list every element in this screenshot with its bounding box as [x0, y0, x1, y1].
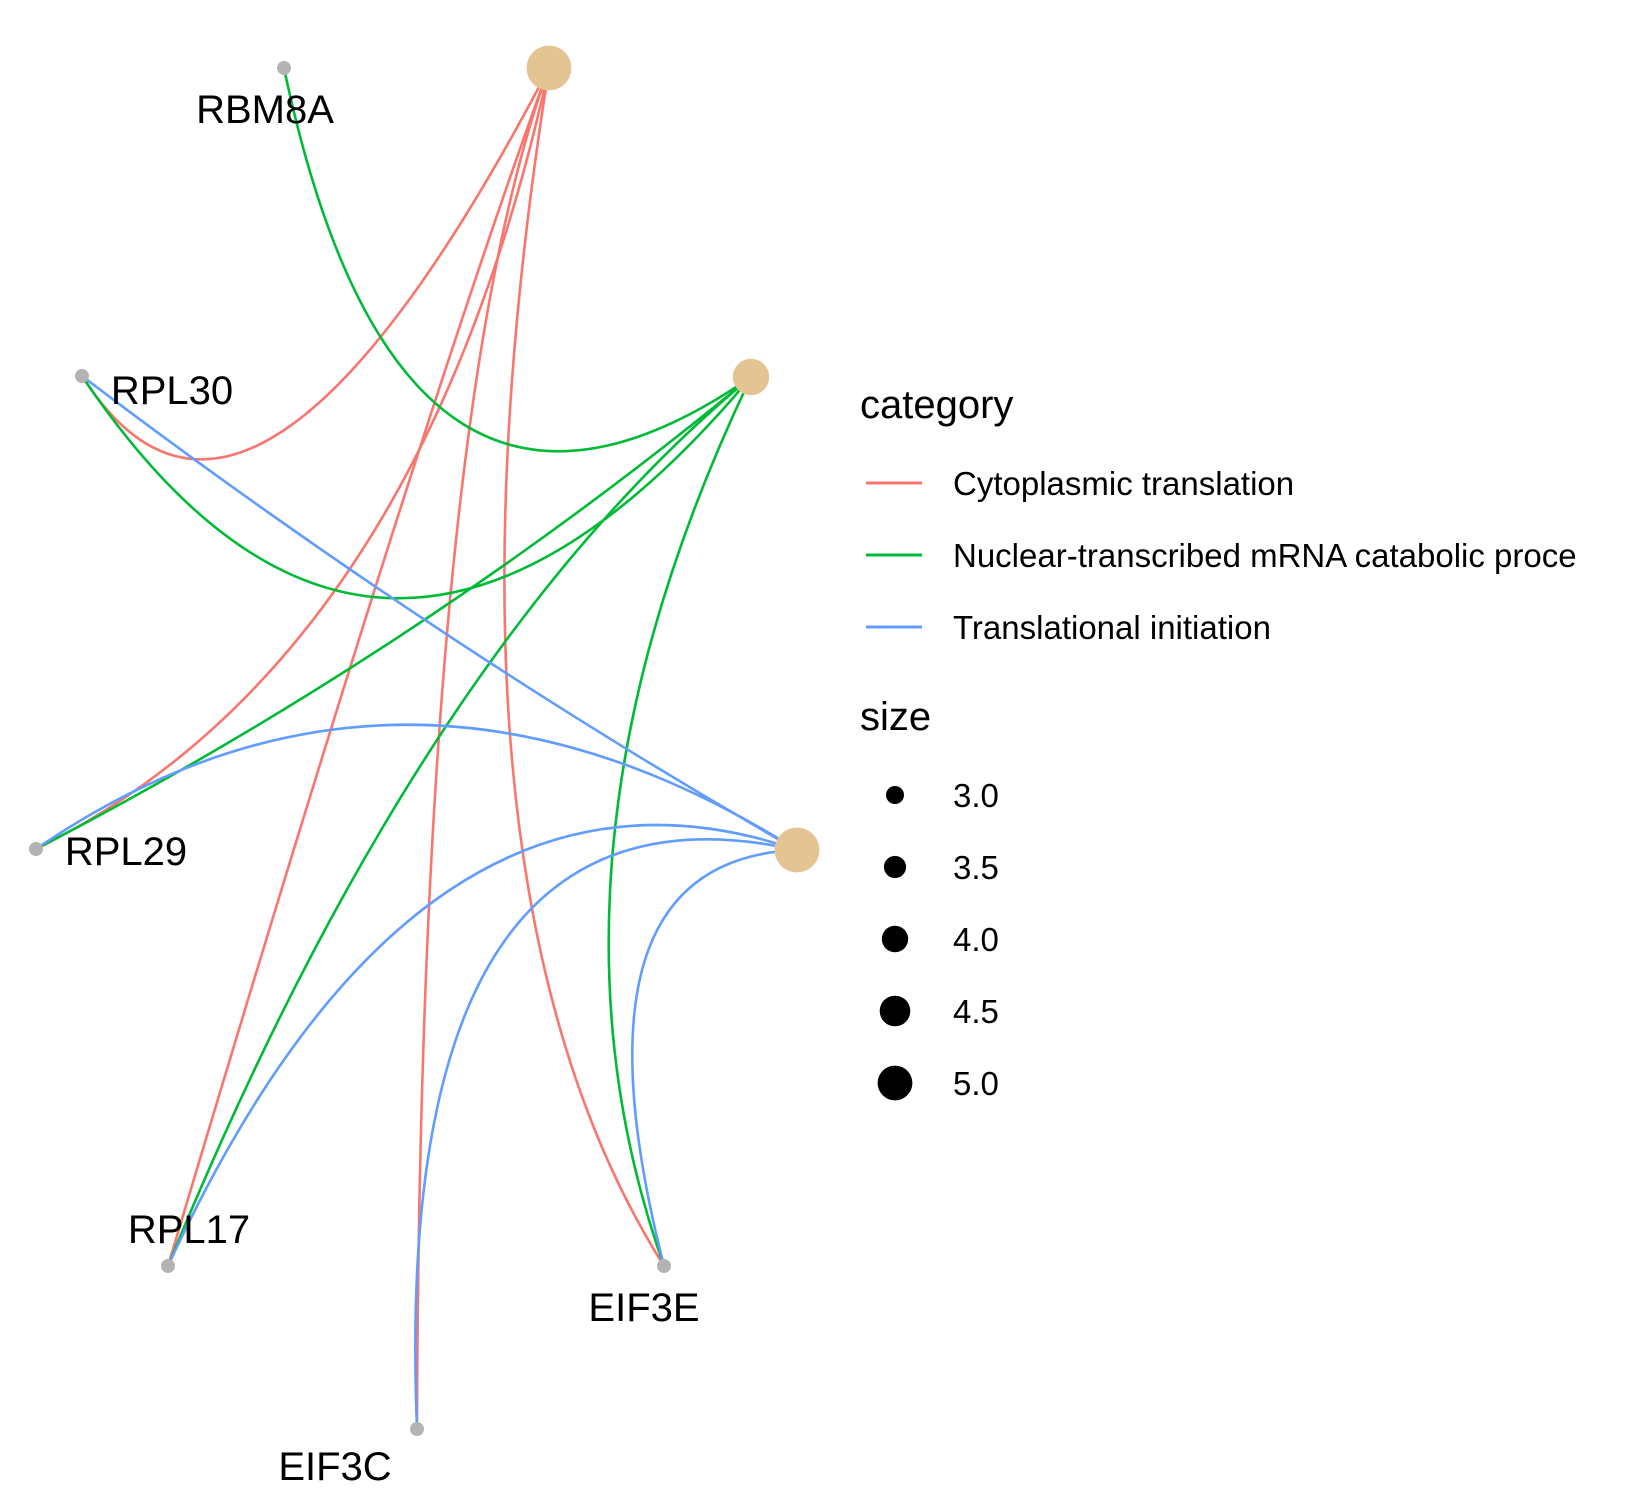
gene-label-rbm8a: RBM8A — [196, 88, 334, 132]
edge-ti-rpl17 — [166, 823, 799, 1268]
edge-ti-eif3c — [414, 838, 799, 1431]
legend: category Cytoplasmic translation Nuclear… — [860, 383, 1577, 1102]
gene-node-rbm8a — [277, 61, 291, 75]
legend-size-label: 4.0 — [953, 921, 999, 958]
legend-size-label: 3.0 — [953, 777, 999, 814]
edge-nuc-rbm8a — [282, 66, 753, 453]
gene-node-eif3e — [657, 1259, 671, 1273]
gene-label-eif3e: EIF3E — [588, 1286, 699, 1330]
legend-category-label: Translational initiation — [953, 609, 1271, 646]
gene-node-eif3c — [410, 1422, 424, 1436]
gene-label-rpl17: RPL17 — [128, 1208, 250, 1252]
gene-label-rpl29: RPL29 — [65, 830, 187, 874]
legend-size-title: size — [860, 695, 931, 739]
legend-size-dot-0 — [886, 786, 904, 804]
edge-ti-eif3e — [631, 848, 799, 1268]
network-nodes — [29, 45, 820, 1436]
legend-size-label: 3.5 — [953, 849, 999, 886]
edge-cyto-rpl17 — [166, 66, 551, 1268]
gene-node-rpl17 — [161, 1259, 175, 1273]
legend-category-label: Cytoplasmic translation — [953, 465, 1294, 502]
edge-ti-rpl29 — [34, 723, 799, 852]
network-edges — [34, 66, 799, 1431]
legend-size-dot-4 — [877, 1065, 913, 1101]
network-gene-labels: RBM8A RPL30 RPL29 RPL17 EIF3C EIF3E — [65, 88, 700, 1489]
gene-label-eif3c: EIF3C — [278, 1445, 391, 1489]
edge-cyto-rpl30 — [80, 66, 551, 461]
legend-size-dot-1 — [883, 855, 907, 879]
category-node-nuc — [732, 358, 770, 396]
edge-cyto-rpl29 — [34, 66, 551, 851]
legend-size-dot-3 — [879, 995, 911, 1027]
legend-category-label: Nuclear-transcribed mRNA catabolic proce — [953, 537, 1577, 574]
legend-size-dot-2 — [881, 925, 909, 953]
edge-nuc-rpl17 — [166, 375, 753, 1268]
category-node-ti — [774, 827, 820, 873]
edge-nuc-rpl30 — [80, 374, 753, 600]
edge-nuc-eif3e — [607, 375, 753, 1268]
edge-ti-rpl30 — [80, 374, 799, 852]
gene-label-rpl30: RPL30 — [111, 369, 233, 413]
edge-cyto-eif3c — [415, 66, 551, 1431]
edge-nuc-rpl29 — [34, 375, 753, 851]
category-node-cyto — [526, 45, 572, 91]
legend-size-label: 5.0 — [953, 1065, 999, 1102]
gene-node-rpl30 — [75, 369, 89, 383]
gene-node-rpl29 — [29, 842, 43, 856]
legend-size-label: 4.5 — [953, 993, 999, 1030]
legend-category-title: category — [860, 383, 1013, 427]
edge-cyto-eif3e — [503, 66, 666, 1268]
